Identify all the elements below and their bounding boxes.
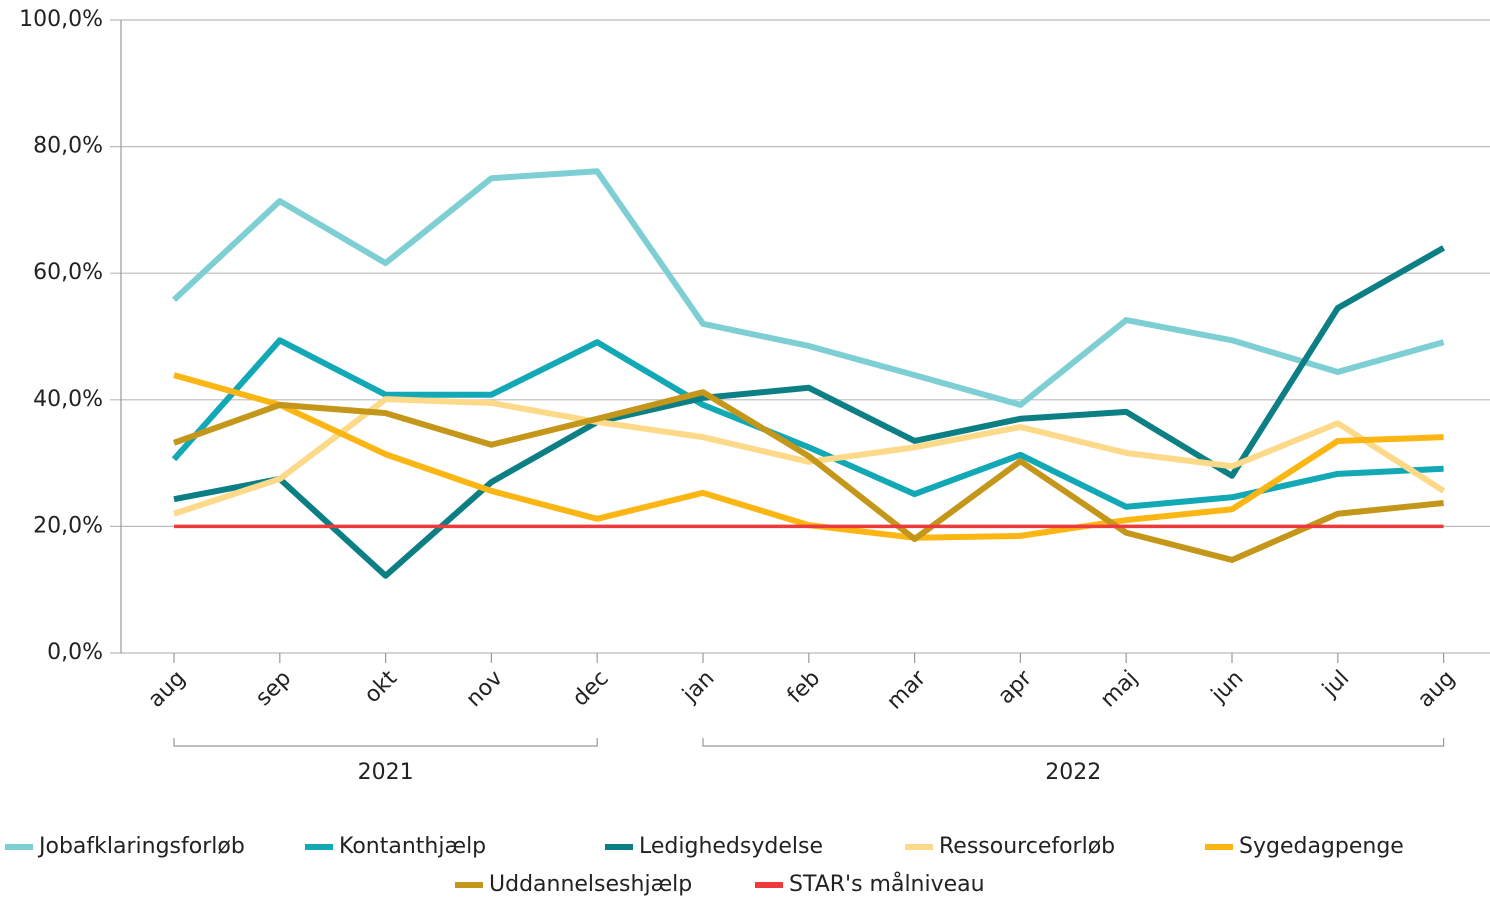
legend-label: Sygedagpenge <box>1239 834 1404 859</box>
x-tick-label: sep <box>251 666 296 711</box>
y-tick-label: 80,0% <box>33 134 103 159</box>
group-bracket <box>173 738 598 747</box>
x-tick-label: aug <box>1413 666 1460 713</box>
series-line <box>172 389 1444 563</box>
x-tick-label: aug <box>144 666 191 713</box>
y-tick-label: 20,0% <box>33 513 103 538</box>
y-tick-label: 100,0% <box>19 7 103 32</box>
y-tick-label: 40,0% <box>33 387 103 412</box>
x-tick-label: maj <box>1096 666 1143 713</box>
legend-label: Ressourceforløb <box>939 834 1115 859</box>
x-tick-label: jul <box>1317 666 1354 703</box>
x-tick-label: feb <box>783 666 826 709</box>
x-tick-label: okt <box>360 666 403 709</box>
y-tick-label: 0,0% <box>47 640 103 665</box>
group-label: 2022 <box>1045 760 1101 785</box>
group-bracket <box>702 738 1445 747</box>
series-line <box>173 396 1446 517</box>
legend-label: STAR's målniveau <box>789 871 985 897</box>
x-tick-label: jan <box>677 666 719 708</box>
x-tick-label: jun <box>1206 666 1248 708</box>
legend-label: Jobafklaringsforløb <box>37 834 245 859</box>
group-label: 2021 <box>358 760 414 785</box>
series-line <box>173 245 1446 579</box>
series-line <box>171 168 1445 408</box>
y-tick-label: 60,0% <box>33 260 103 285</box>
legend-label: Ledighedsydelse <box>639 834 823 859</box>
x-tick-label: nov <box>462 666 508 712</box>
legend-label: Kontanthjælp <box>339 834 486 859</box>
x-tick-label: apr <box>993 665 1037 709</box>
x-tick-label: dec <box>568 666 614 712</box>
series-line <box>171 337 1444 510</box>
legend-label: Uddannelseshjælp <box>489 872 692 897</box>
x-tick-label: mar <box>882 665 931 714</box>
